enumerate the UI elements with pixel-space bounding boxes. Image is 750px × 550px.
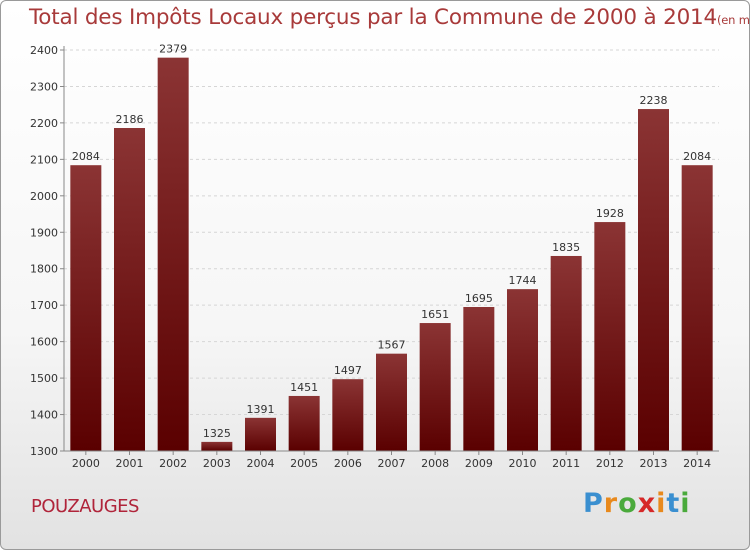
logo-letter: t [666, 488, 681, 519]
y-tick-label: 2000 [30, 190, 58, 203]
axes: 1300 1400 1500 1600 1700 1800 1900 2000 2100 2200… [30, 44, 719, 470]
data-label: 2084 [683, 150, 711, 163]
data-label: 2238 [640, 94, 668, 107]
y-tick-label: 1300 [30, 445, 58, 458]
x-tick-label: 2013 [640, 457, 668, 470]
chart-title: Total des Impôts Locaux perçus par la Co… [29, 5, 750, 30]
data-label: 1391 [247, 403, 275, 416]
y-tick-label: 2400 [30, 44, 58, 57]
bar [201, 441, 233, 451]
y-tick-label: 1500 [30, 372, 58, 385]
y-tick-label: 1900 [30, 226, 58, 239]
x-tick-label: 2009 [465, 457, 493, 470]
x-tick-label: 2006 [334, 457, 362, 470]
bar [332, 379, 364, 451]
logo-letter: r [603, 488, 619, 519]
x-tick-label: 2005 [290, 457, 318, 470]
data-label: 1451 [290, 381, 318, 394]
data-label: 2084 [72, 150, 100, 163]
data-label: 2379 [159, 43, 187, 56]
bar [419, 323, 451, 451]
bar [157, 57, 189, 451]
x-tick-label: 2014 [683, 457, 711, 470]
logo-letter: i [680, 488, 691, 519]
bar [507, 289, 538, 451]
x-tick-label: 2012 [596, 457, 624, 470]
data-label: 1744 [509, 274, 537, 287]
bar [463, 307, 495, 451]
x-tick-label: 2000 [72, 457, 100, 470]
bar [245, 417, 276, 451]
x-tick-label: 2001 [116, 457, 144, 470]
data-label: 1567 [378, 339, 406, 352]
x-tick-label: 2002 [159, 457, 187, 470]
y-tick-label: 1800 [30, 263, 58, 276]
data-label: 1651 [421, 308, 449, 321]
bar [594, 222, 626, 451]
y-tick-label: 2300 [30, 80, 58, 93]
chart-title-main: Total des Impôts Locaux perçus par la Co… [29, 5, 717, 30]
x-tick-label: 2007 [378, 457, 406, 470]
x-tick-label: 2004 [247, 457, 275, 470]
bar [550, 255, 582, 451]
bar [681, 165, 713, 452]
bar [376, 353, 407, 451]
data-label: 1497 [334, 364, 362, 377]
data-label: 1695 [465, 292, 493, 305]
data-label: 2186 [116, 113, 144, 126]
y-tick-label: 1600 [30, 336, 58, 349]
logo-letter: i [656, 488, 667, 519]
y-tick-label: 2100 [30, 153, 58, 166]
proxiti-logo[interactable]: Proxiti [583, 488, 691, 519]
bar [638, 109, 669, 451]
commune-name: POUZAUGES [31, 496, 139, 517]
y-tick-label: 2200 [30, 117, 58, 130]
logo-letter: x [637, 488, 657, 519]
y-tick-label: 1400 [30, 409, 58, 422]
chart-title-unit: (en milliers d'€) [717, 13, 750, 27]
x-tick-label: 2003 [203, 457, 231, 470]
data-label: 1835 [552, 241, 580, 254]
bars: 2084 2186 2379 1325 1391 1451 1497 1567 1651 1695… [70, 43, 713, 452]
data-label: 1325 [203, 427, 231, 440]
y-tick-label: 1700 [30, 299, 58, 312]
x-tick-label: 2010 [509, 457, 537, 470]
bar [288, 395, 320, 451]
x-tick-label: 2008 [421, 457, 449, 470]
data-label: 1928 [596, 207, 624, 220]
logo-letter: P [583, 488, 604, 519]
logo-letter: o [618, 488, 638, 519]
bar [70, 165, 102, 452]
bar [114, 128, 145, 451]
x-tick-label: 2011 [552, 457, 580, 470]
